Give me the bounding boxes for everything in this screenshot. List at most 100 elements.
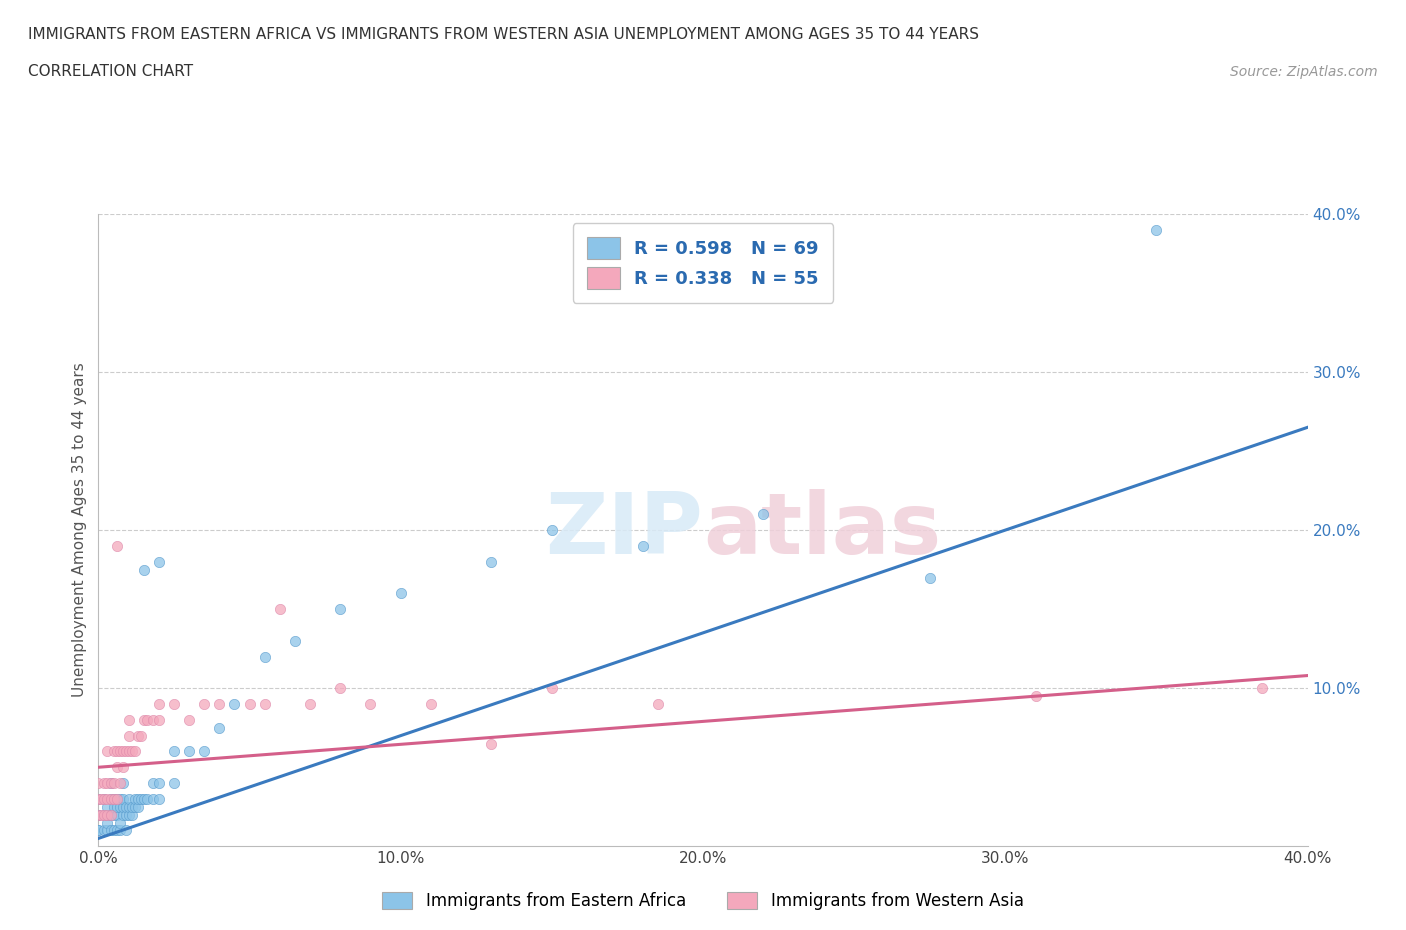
Point	[148, 554, 170, 569]
Legend: Immigrants from Eastern Africa, Immigrants from Western Asia: Immigrants from Eastern Africa, Immigran…	[375, 885, 1031, 917]
Point	[129, 791, 152, 806]
Point	[118, 791, 141, 806]
Point	[127, 791, 149, 806]
Point	[93, 791, 115, 806]
Point	[87, 791, 110, 806]
Point	[127, 800, 149, 815]
Point	[142, 712, 165, 727]
Point	[105, 538, 128, 553]
Point	[124, 791, 146, 806]
Point	[193, 744, 215, 759]
Point	[118, 728, 141, 743]
Point	[111, 800, 134, 815]
Point	[1144, 222, 1167, 237]
Point	[121, 744, 143, 759]
Point	[148, 791, 170, 806]
Point	[269, 602, 291, 617]
Point	[193, 697, 215, 711]
Point	[105, 744, 128, 759]
Point	[148, 776, 170, 790]
Point	[96, 807, 118, 822]
Point	[100, 807, 122, 822]
Point	[87, 807, 110, 822]
Text: CORRELATION CHART: CORRELATION CHART	[28, 64, 193, 79]
Point	[179, 744, 201, 759]
Point	[540, 681, 562, 696]
Point	[87, 823, 110, 838]
Point	[96, 776, 118, 790]
Point	[132, 712, 155, 727]
Point	[129, 728, 152, 743]
Point	[100, 776, 122, 790]
Point	[647, 697, 669, 711]
Point	[87, 823, 110, 838]
Text: ZIP: ZIP	[546, 488, 703, 572]
Point	[114, 800, 136, 815]
Point	[135, 791, 157, 806]
Point	[253, 649, 276, 664]
Point	[93, 807, 115, 822]
Point	[100, 791, 122, 806]
Point	[96, 807, 118, 822]
Point	[105, 823, 128, 838]
Point	[329, 681, 352, 696]
Point	[132, 791, 155, 806]
Point	[253, 697, 276, 711]
Point	[481, 737, 503, 751]
Point	[124, 744, 146, 759]
Point	[118, 807, 141, 822]
Point	[481, 554, 503, 569]
Point	[90, 807, 112, 822]
Point	[135, 712, 157, 727]
Point	[105, 807, 128, 822]
Point	[96, 815, 118, 830]
Point	[100, 776, 122, 790]
Text: Source: ZipAtlas.com: Source: ZipAtlas.com	[1230, 65, 1378, 79]
Point	[124, 800, 146, 815]
Point	[103, 791, 125, 806]
Point	[103, 807, 125, 822]
Point	[105, 791, 128, 806]
Point	[87, 776, 110, 790]
Point	[105, 800, 128, 815]
Point	[108, 823, 131, 838]
Legend: R = 0.598   N = 69, R = 0.338   N = 55: R = 0.598 N = 69, R = 0.338 N = 55	[572, 223, 834, 303]
Point	[132, 562, 155, 577]
Y-axis label: Unemployment Among Ages 35 to 44 years: Unemployment Among Ages 35 to 44 years	[72, 363, 87, 698]
Point	[103, 776, 125, 790]
Point	[111, 744, 134, 759]
Point	[87, 807, 110, 822]
Point	[121, 800, 143, 815]
Point	[108, 815, 131, 830]
Point	[179, 712, 201, 727]
Point	[100, 823, 122, 838]
Point	[239, 697, 262, 711]
Point	[208, 697, 231, 711]
Point	[90, 791, 112, 806]
Point	[142, 791, 165, 806]
Point	[103, 791, 125, 806]
Point	[103, 800, 125, 815]
Point	[163, 744, 186, 759]
Point	[329, 602, 352, 617]
Point	[1251, 681, 1274, 696]
Point	[148, 697, 170, 711]
Point	[108, 791, 131, 806]
Point	[163, 776, 186, 790]
Point	[108, 776, 131, 790]
Point	[93, 807, 115, 822]
Point	[299, 697, 322, 711]
Point	[105, 760, 128, 775]
Point	[96, 800, 118, 815]
Point	[208, 720, 231, 735]
Point	[111, 807, 134, 822]
Point	[100, 807, 122, 822]
Point	[111, 760, 134, 775]
Point	[389, 586, 412, 601]
Point	[111, 776, 134, 790]
Point	[224, 697, 246, 711]
Point	[114, 807, 136, 822]
Point	[284, 633, 307, 648]
Point	[108, 744, 131, 759]
Point	[1024, 688, 1046, 704]
